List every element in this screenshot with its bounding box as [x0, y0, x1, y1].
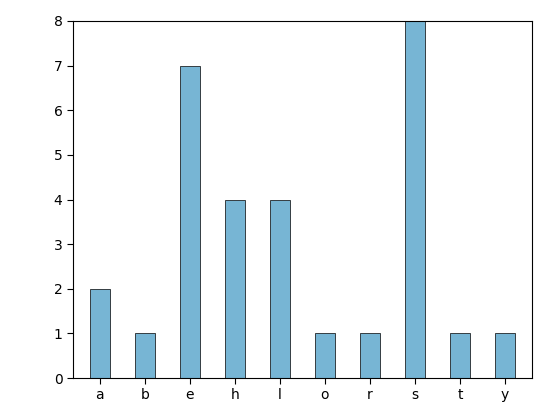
- Bar: [180, 66, 200, 378]
- Bar: [225, 200, 245, 378]
- Bar: [135, 333, 155, 378]
- Bar: [495, 333, 515, 378]
- Bar: [360, 333, 380, 378]
- Bar: [90, 289, 110, 378]
- Bar: [405, 21, 425, 378]
- Bar: [315, 333, 335, 378]
- Bar: [450, 333, 470, 378]
- Bar: [270, 200, 290, 378]
